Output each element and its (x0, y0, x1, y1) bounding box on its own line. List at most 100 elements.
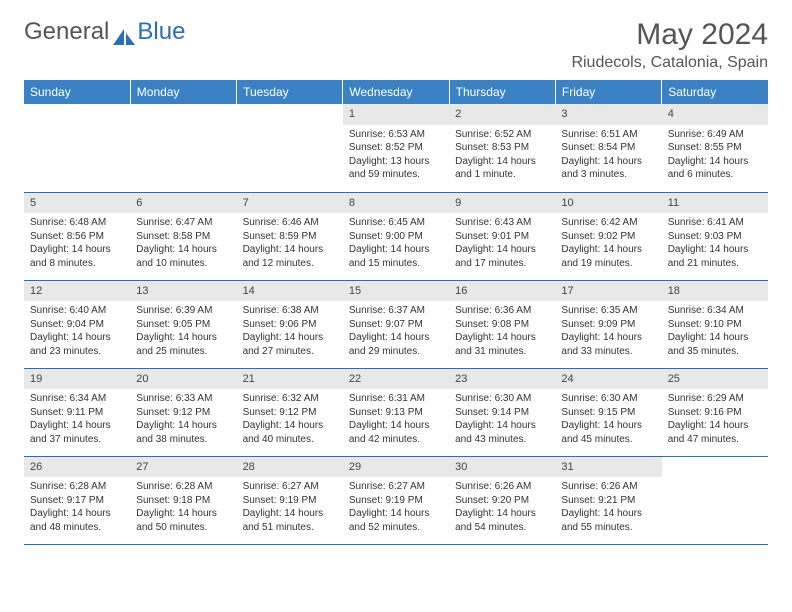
day-number: 3 (555, 104, 661, 125)
weekday-header: Tuesday (237, 80, 343, 104)
logo: General Blue (24, 18, 185, 46)
calendar-cell (24, 104, 130, 192)
calendar-cell: 29Sunrise: 6:27 AMSunset: 9:19 PMDayligh… (343, 456, 449, 544)
day-number: 18 (662, 281, 768, 302)
day-number: 27 (130, 457, 236, 478)
day-number: 4 (662, 104, 768, 125)
calendar-cell: 14Sunrise: 6:38 AMSunset: 9:06 PMDayligh… (237, 280, 343, 368)
day-number: 6 (130, 193, 236, 214)
day-info: Sunrise: 6:26 AMSunset: 9:20 PMDaylight:… (449, 477, 555, 537)
calendar-cell: 20Sunrise: 6:33 AMSunset: 9:12 PMDayligh… (130, 368, 236, 456)
location: Riudecols, Catalonia, Spain (571, 54, 768, 72)
day-number: 31 (555, 457, 661, 478)
day-number: 13 (130, 281, 236, 302)
day-info: Sunrise: 6:35 AMSunset: 9:09 PMDaylight:… (555, 301, 661, 361)
weekday-header: Wednesday (343, 80, 449, 104)
calendar-row: 26Sunrise: 6:28 AMSunset: 9:17 PMDayligh… (24, 456, 768, 544)
calendar-cell: 4Sunrise: 6:49 AMSunset: 8:55 PMDaylight… (662, 104, 768, 192)
calendar-cell: 6Sunrise: 6:47 AMSunset: 8:58 PMDaylight… (130, 192, 236, 280)
calendar-row: 5Sunrise: 6:48 AMSunset: 8:56 PMDaylight… (24, 192, 768, 280)
day-info: Sunrise: 6:42 AMSunset: 9:02 PMDaylight:… (555, 213, 661, 273)
day-info: Sunrise: 6:30 AMSunset: 9:15 PMDaylight:… (555, 389, 661, 449)
calendar-cell: 28Sunrise: 6:27 AMSunset: 9:19 PMDayligh… (237, 456, 343, 544)
calendar-cell: 22Sunrise: 6:31 AMSunset: 9:13 PMDayligh… (343, 368, 449, 456)
day-number: 7 (237, 193, 343, 214)
month-title: May 2024 (571, 18, 768, 52)
day-number: 8 (343, 193, 449, 214)
day-number: 16 (449, 281, 555, 302)
calendar-row: 1Sunrise: 6:53 AMSunset: 8:52 PMDaylight… (24, 104, 768, 192)
day-info: Sunrise: 6:26 AMSunset: 9:21 PMDaylight:… (555, 477, 661, 537)
calendar-cell: 18Sunrise: 6:34 AMSunset: 9:10 PMDayligh… (662, 280, 768, 368)
calendar-table: SundayMondayTuesdayWednesdayThursdayFrid… (24, 80, 768, 545)
day-info: Sunrise: 6:45 AMSunset: 9:00 PMDaylight:… (343, 213, 449, 273)
day-info: Sunrise: 6:36 AMSunset: 9:08 PMDaylight:… (449, 301, 555, 361)
calendar-cell: 10Sunrise: 6:42 AMSunset: 9:02 PMDayligh… (555, 192, 661, 280)
calendar-cell: 5Sunrise: 6:48 AMSunset: 8:56 PMDaylight… (24, 192, 130, 280)
day-info: Sunrise: 6:40 AMSunset: 9:04 PMDaylight:… (24, 301, 130, 361)
day-number: 17 (555, 281, 661, 302)
day-number: 14 (237, 281, 343, 302)
day-info: Sunrise: 6:38 AMSunset: 9:06 PMDaylight:… (237, 301, 343, 361)
day-number: 26 (24, 457, 130, 478)
day-info: Sunrise: 6:52 AMSunset: 8:53 PMDaylight:… (449, 125, 555, 185)
day-info: Sunrise: 6:27 AMSunset: 9:19 PMDaylight:… (237, 477, 343, 537)
calendar-cell: 23Sunrise: 6:30 AMSunset: 9:14 PMDayligh… (449, 368, 555, 456)
calendar-cell: 1Sunrise: 6:53 AMSunset: 8:52 PMDaylight… (343, 104, 449, 192)
calendar-cell: 12Sunrise: 6:40 AMSunset: 9:04 PMDayligh… (24, 280, 130, 368)
day-info: Sunrise: 6:27 AMSunset: 9:19 PMDaylight:… (343, 477, 449, 537)
day-number: 1 (343, 104, 449, 125)
calendar-cell: 19Sunrise: 6:34 AMSunset: 9:11 PMDayligh… (24, 368, 130, 456)
day-info: Sunrise: 6:53 AMSunset: 8:52 PMDaylight:… (343, 125, 449, 185)
day-number: 23 (449, 369, 555, 390)
day-info: Sunrise: 6:28 AMSunset: 9:18 PMDaylight:… (130, 477, 236, 537)
calendar-cell: 31Sunrise: 6:26 AMSunset: 9:21 PMDayligh… (555, 456, 661, 544)
calendar-cell: 25Sunrise: 6:29 AMSunset: 9:16 PMDayligh… (662, 368, 768, 456)
calendar-cell (130, 104, 236, 192)
calendar-cell: 3Sunrise: 6:51 AMSunset: 8:54 PMDaylight… (555, 104, 661, 192)
header: General Blue May 2024 Riudecols, Catalon… (24, 18, 768, 72)
calendar-cell: 7Sunrise: 6:46 AMSunset: 8:59 PMDaylight… (237, 192, 343, 280)
day-info: Sunrise: 6:29 AMSunset: 9:16 PMDaylight:… (662, 389, 768, 449)
day-number: 22 (343, 369, 449, 390)
day-info: Sunrise: 6:39 AMSunset: 9:05 PMDaylight:… (130, 301, 236, 361)
calendar-cell: 15Sunrise: 6:37 AMSunset: 9:07 PMDayligh… (343, 280, 449, 368)
day-number: 28 (237, 457, 343, 478)
weekday-header: Saturday (662, 80, 768, 104)
weekday-header-row: SundayMondayTuesdayWednesdayThursdayFrid… (24, 80, 768, 104)
calendar-cell: 9Sunrise: 6:43 AMSunset: 9:01 PMDaylight… (449, 192, 555, 280)
day-info: Sunrise: 6:41 AMSunset: 9:03 PMDaylight:… (662, 213, 768, 273)
calendar-cell: 8Sunrise: 6:45 AMSunset: 9:00 PMDaylight… (343, 192, 449, 280)
calendar-cell: 26Sunrise: 6:28 AMSunset: 9:17 PMDayligh… (24, 456, 130, 544)
day-number: 15 (343, 281, 449, 302)
day-info: Sunrise: 6:47 AMSunset: 8:58 PMDaylight:… (130, 213, 236, 273)
calendar-cell: 24Sunrise: 6:30 AMSunset: 9:15 PMDayligh… (555, 368, 661, 456)
day-number: 29 (343, 457, 449, 478)
day-info: Sunrise: 6:43 AMSunset: 9:01 PMDaylight:… (449, 213, 555, 273)
day-info: Sunrise: 6:37 AMSunset: 9:07 PMDaylight:… (343, 301, 449, 361)
day-number: 21 (237, 369, 343, 390)
calendar-cell: 27Sunrise: 6:28 AMSunset: 9:18 PMDayligh… (130, 456, 236, 544)
day-info: Sunrise: 6:28 AMSunset: 9:17 PMDaylight:… (24, 477, 130, 537)
logo-text-2: Blue (137, 18, 185, 46)
day-number: 20 (130, 369, 236, 390)
weekday-header: Sunday (24, 80, 130, 104)
day-number: 19 (24, 369, 130, 390)
logo-text-1: General (24, 18, 109, 46)
day-number: 2 (449, 104, 555, 125)
calendar-row: 19Sunrise: 6:34 AMSunset: 9:11 PMDayligh… (24, 368, 768, 456)
weekday-header: Monday (130, 80, 236, 104)
calendar-row: 12Sunrise: 6:40 AMSunset: 9:04 PMDayligh… (24, 280, 768, 368)
day-info: Sunrise: 6:30 AMSunset: 9:14 PMDaylight:… (449, 389, 555, 449)
calendar-cell: 2Sunrise: 6:52 AMSunset: 8:53 PMDaylight… (449, 104, 555, 192)
day-number: 25 (662, 369, 768, 390)
calendar-cell (237, 104, 343, 192)
calendar-body: 1Sunrise: 6:53 AMSunset: 8:52 PMDaylight… (24, 104, 768, 544)
day-number: 9 (449, 193, 555, 214)
day-info: Sunrise: 6:32 AMSunset: 9:12 PMDaylight:… (237, 389, 343, 449)
day-number: 30 (449, 457, 555, 478)
calendar-cell: 17Sunrise: 6:35 AMSunset: 9:09 PMDayligh… (555, 280, 661, 368)
day-info: Sunrise: 6:34 AMSunset: 9:11 PMDaylight:… (24, 389, 130, 449)
day-info: Sunrise: 6:31 AMSunset: 9:13 PMDaylight:… (343, 389, 449, 449)
day-number: 12 (24, 281, 130, 302)
